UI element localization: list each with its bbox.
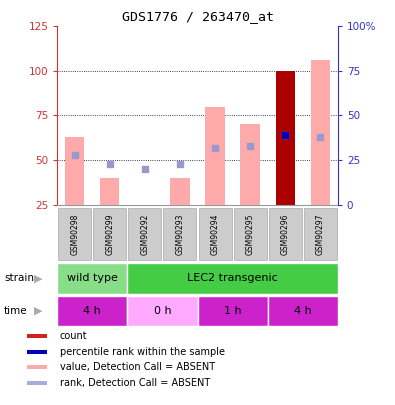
Bar	[241, 124, 260, 205]
Text: 4 h: 4 h	[294, 306, 312, 316]
Bar	[57, 296, 127, 326]
Bar	[65, 137, 85, 205]
Point	[142, 166, 148, 172]
Point	[71, 151, 78, 158]
Bar	[57, 263, 127, 294]
Bar	[27, 350, 47, 354]
Point	[212, 144, 218, 151]
Text: GSM90293: GSM90293	[175, 213, 184, 255]
Text: GSM90294: GSM90294	[211, 213, 220, 255]
Text: 1 h: 1 h	[224, 306, 241, 316]
Text: time: time	[4, 306, 28, 316]
Bar	[304, 208, 337, 260]
Text: GSM90295: GSM90295	[246, 213, 255, 255]
Text: GSM90292: GSM90292	[140, 213, 149, 255]
Bar	[310, 60, 330, 205]
Text: GSM90299: GSM90299	[105, 213, 115, 255]
Text: LEC2 transgenic: LEC2 transgenic	[187, 273, 278, 283]
Bar	[27, 381, 47, 385]
Bar	[205, 107, 225, 205]
Point	[282, 132, 288, 138]
Bar	[170, 178, 190, 205]
Bar	[58, 208, 91, 260]
Text: 0 h: 0 h	[154, 306, 171, 316]
Text: rank, Detection Call = ABSENT: rank, Detection Call = ABSENT	[60, 378, 210, 388]
Bar	[127, 263, 338, 294]
Text: strain: strain	[4, 273, 34, 283]
Point	[282, 132, 288, 138]
Text: percentile rank within the sample: percentile rank within the sample	[60, 347, 225, 356]
Bar	[275, 133, 295, 205]
Text: value, Detection Call = ABSENT: value, Detection Call = ABSENT	[60, 362, 215, 372]
Text: GDS1776 / 263470_at: GDS1776 / 263470_at	[122, 10, 273, 23]
Bar	[198, 296, 268, 326]
Bar	[127, 296, 198, 326]
Text: 4 h: 4 h	[83, 306, 101, 316]
Bar	[275, 71, 295, 205]
Bar	[199, 208, 231, 260]
Text: count: count	[60, 331, 87, 341]
Bar	[233, 208, 267, 260]
Bar	[93, 208, 126, 260]
Point	[247, 143, 253, 149]
Text: GSM90298: GSM90298	[70, 213, 79, 255]
Bar	[128, 208, 162, 260]
Text: GSM90296: GSM90296	[280, 213, 290, 255]
Bar	[267, 296, 338, 326]
Bar	[100, 178, 120, 205]
Bar	[164, 208, 196, 260]
Point	[317, 134, 324, 140]
Bar	[27, 365, 47, 369]
Text: ▶: ▶	[34, 306, 43, 316]
Text: ▶: ▶	[34, 273, 43, 283]
Text: wild type: wild type	[67, 273, 118, 283]
Point	[177, 160, 183, 167]
Bar	[269, 208, 302, 260]
Point	[107, 160, 113, 167]
Text: GSM90297: GSM90297	[316, 213, 325, 255]
Bar	[27, 334, 47, 338]
